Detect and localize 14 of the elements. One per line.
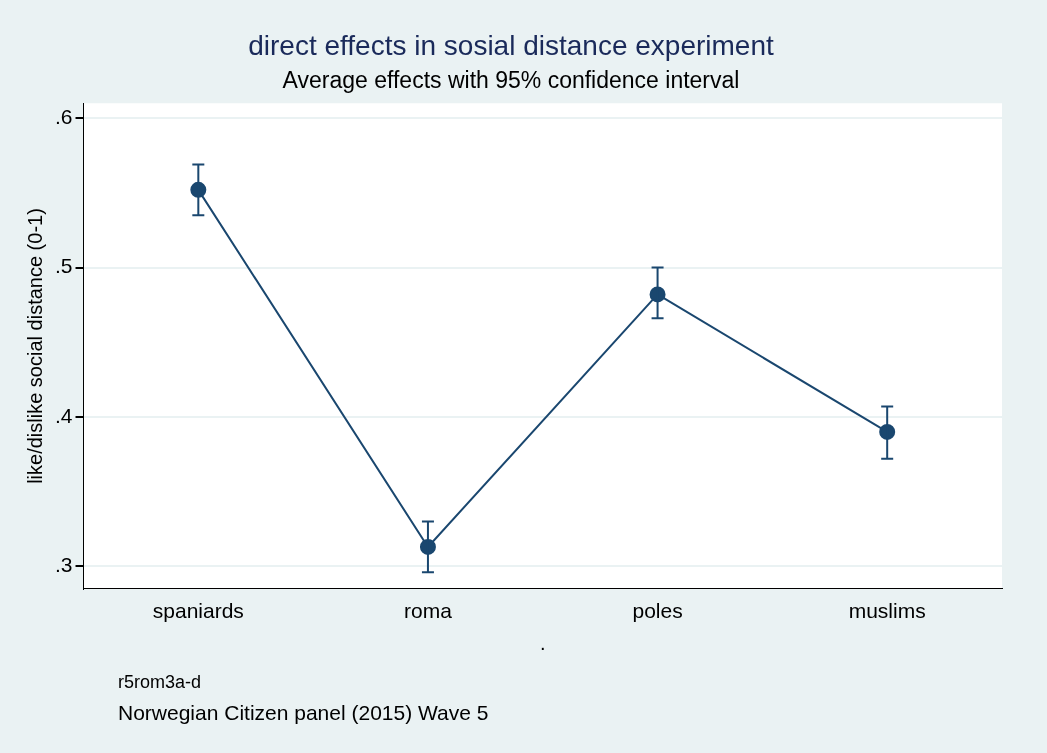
x-tick-label: spaniards <box>152 599 244 623</box>
y-tick-label: .4 <box>55 403 73 427</box>
y-tick-label: .5 <box>55 254 73 278</box>
chart-title: direct effects in sosial distance experiment <box>248 29 774 61</box>
x-tick-label: roma <box>404 599 453 623</box>
x-tick-label: poles <box>632 599 683 623</box>
text: r5rom3a-d <box>118 672 203 693</box>
y-axis-title: like/dislike social distance (0-1) <box>23 208 46 484</box>
y-tick-label: .3 <box>55 553 73 577</box>
x-tick-label: muslims <box>848 599 926 623</box>
chart-subtitle: Average effects with 95% confidence interval <box>282 66 740 93</box>
y-tick-label: .6 <box>55 104 73 128</box>
x-axis-title: . <box>539 631 546 654</box>
text: Norwegian Citizen panel (2015) Wave 5 <box>118 701 489 725</box>
